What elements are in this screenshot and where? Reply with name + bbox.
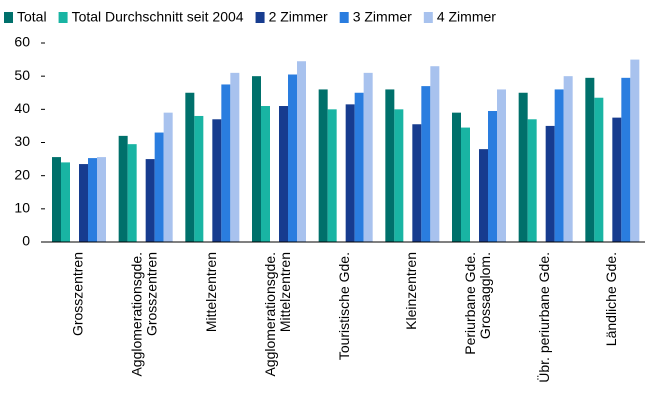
x-tick-label: Mittelzentren (203, 252, 219, 332)
bar (563, 76, 573, 243)
bar (461, 127, 470, 242)
legend-swatch (58, 12, 68, 23)
bar (88, 158, 97, 242)
bar (545, 125, 555, 242)
bar (518, 92, 528, 242)
bar (363, 72, 373, 242)
bar (479, 149, 488, 242)
legend-swatch (4, 12, 13, 23)
bar (52, 157, 61, 242)
bar (297, 61, 306, 242)
y-tick-label: 0 (22, 233, 30, 249)
y-tick-label: 20 (14, 166, 30, 182)
bar (345, 104, 355, 242)
x-tick-label: Agglomerationsgde.Mittelzentren (262, 252, 293, 377)
x-tick-label: Agglomerationsgde.Grosszentren (128, 252, 159, 377)
y-tick-label: 50 (14, 67, 30, 83)
x-tick-label: Ländliche Gde. (603, 252, 619, 346)
bar (354, 92, 364, 242)
bar (163, 112, 173, 243)
legend-swatch (255, 12, 265, 23)
bar (79, 164, 88, 242)
bar (630, 59, 640, 243)
bar (385, 89, 395, 242)
bar (430, 66, 440, 242)
legend-label: Total (17, 9, 47, 25)
bar (154, 132, 164, 242)
bar (252, 76, 261, 243)
legend-label: Total Durchschnitt seit 2004 (72, 9, 244, 25)
bar (327, 109, 337, 242)
y-tick-label: 60 (14, 34, 30, 50)
bar (185, 92, 195, 242)
x-tick-label: Kleinzentren (403, 252, 419, 330)
bar (279, 106, 288, 243)
x-tick-label: Grosszentren (69, 252, 85, 336)
bar (288, 74, 297, 242)
bar (212, 119, 222, 242)
legend-swatch (423, 12, 433, 23)
bar (261, 106, 270, 243)
bar (585, 77, 595, 242)
bar (221, 84, 231, 242)
bar (118, 135, 128, 242)
bar (97, 157, 106, 242)
y-tick-label: 40 (14, 100, 30, 116)
x-tick-label: Übr. periurbane Gde. (535, 252, 552, 383)
y-tick-label: 30 (14, 133, 30, 149)
legend-label: 4 Zimmer (437, 9, 496, 25)
bar (194, 115, 204, 242)
bar (594, 97, 604, 242)
legend-label: 2 Zimmer (269, 9, 328, 25)
y-tick-label: 10 (14, 200, 30, 216)
legend-swatch (339, 12, 349, 23)
bar (612, 117, 622, 242)
x-tick-label: Periurbane Gde.Grossagglom. (462, 252, 493, 355)
bar (61, 162, 70, 242)
legend-label: 3 Zimmer (353, 9, 412, 25)
x-tick-label: Touristische Gde. (336, 252, 352, 360)
bar (412, 124, 422, 242)
bar (145, 159, 155, 242)
bar (318, 89, 328, 242)
bar (452, 112, 461, 243)
bar (230, 72, 240, 242)
bar (421, 86, 431, 242)
bar (527, 119, 537, 242)
bar (127, 144, 137, 242)
bar (621, 77, 631, 242)
bar (554, 89, 564, 242)
bar (497, 89, 506, 242)
bar (394, 109, 404, 242)
bar (488, 110, 497, 242)
